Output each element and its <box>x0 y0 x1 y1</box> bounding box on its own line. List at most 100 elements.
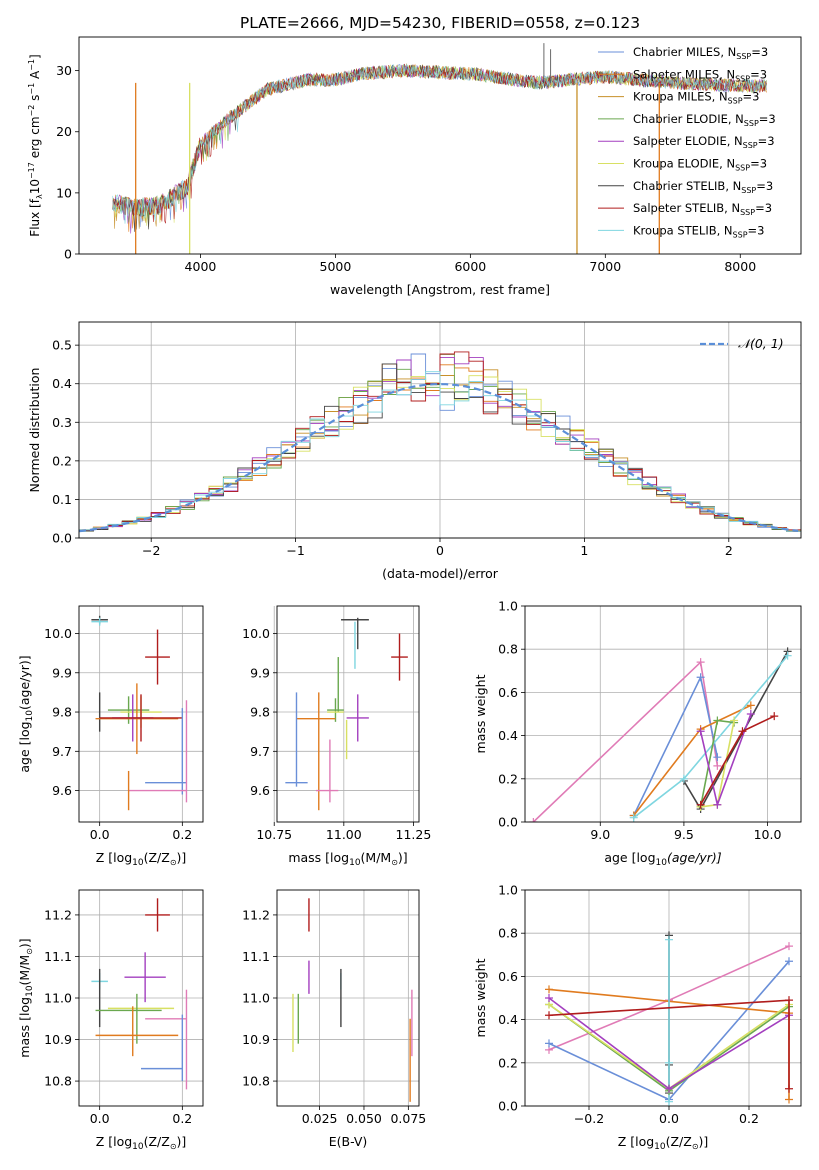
y-tick-label: 9.6 <box>250 783 270 798</box>
x-tick-label: 2 <box>725 543 733 558</box>
y-tick-label: 11.1 <box>44 949 72 964</box>
y-tick-label: 10.9 <box>242 1032 270 1047</box>
weight-marker <box>785 1095 793 1104</box>
x-axis-label: Z [log10(Z/Z⊙)] <box>618 1134 709 1152</box>
weight-marker <box>696 673 705 682</box>
x-tick-label: 0.075 <box>390 1111 426 1126</box>
weight-marker <box>545 1011 553 1020</box>
x-tick-label: 0.0 <box>659 1111 679 1126</box>
plot-area <box>79 351 801 538</box>
weight-marker <box>713 716 722 725</box>
x-tick-label: 10.75 <box>256 827 292 842</box>
y-tick-label: 10.8 <box>44 1074 72 1089</box>
x-tick-label: 4000 <box>185 259 217 274</box>
y-tick-label: 11.0 <box>242 991 270 1006</box>
panel-mass_vs_ebv: 0.025 0.050 0.075 10.8 10.9 11.0 11.1 11.2 E(B-V… <box>242 889 426 1149</box>
y-tick-label: 9.9 <box>250 665 270 680</box>
x-tick-label: 0.2 <box>172 827 192 842</box>
panel-spectrum: 4000 5000 6000 7000 8000 0 10 20 30 Chabrier MILE… <box>27 36 802 297</box>
normal-curve <box>79 382 799 533</box>
y-tick-label: 9.6 <box>52 783 72 798</box>
axes-frame <box>276 605 420 823</box>
y-tick-label: 11.2 <box>44 907 72 922</box>
weight-marker <box>785 996 793 1005</box>
weight-marker <box>785 942 793 951</box>
y-tick-label: 10.8 <box>242 1074 270 1089</box>
y-tick-label: 10.0 <box>44 626 72 641</box>
y-tick-label: 9.7 <box>250 744 270 759</box>
x-axis-label: Z [log10(Z/Z⊙)] <box>96 1134 187 1152</box>
x-axis-label: age [log10(age/yr)] <box>604 850 721 868</box>
panel-mass_vs_Z: 0.0 0.2 10.8 10.9 11.0 11.1 11.2 Z [log10(Z/Z⊙)… <box>17 889 204 1152</box>
x-axis-label: (data-model)/error <box>382 566 499 581</box>
y-tick-label: 9.9 <box>52 665 72 680</box>
weight-marker <box>529 818 538 822</box>
legend-entry: Salpeter MILES, NSSP=3 <box>633 67 767 83</box>
x-tick-label: 9.0 <box>590 827 610 842</box>
y-tick-label: 11.2 <box>242 907 270 922</box>
x-tick-label: 11.25 <box>396 827 432 842</box>
plot-area <box>529 647 792 822</box>
x-tick-label: 0.025 <box>302 1111 338 1126</box>
axes-frame <box>524 605 802 823</box>
panel-residuals: −2 −1 0 1 2 0.0 0.1 0.2 0.3 0.4 0.5 𝒩(0, 1) (data-mo… <box>27 321 802 581</box>
weight-marker <box>545 1039 553 1048</box>
x-axis-label: Z [log10(Z/Z⊙)] <box>96 850 187 868</box>
x-tick-label: −2 <box>142 543 160 558</box>
y-tick-label: 0.1 <box>52 492 72 507</box>
y-tick-label: 0.4 <box>498 728 518 743</box>
legend-entry: 𝒩(0, 1) <box>738 336 784 351</box>
y-axis-label: Normed distribution <box>27 368 42 493</box>
weight-marker <box>696 800 705 809</box>
x-axis-label: E(B-V) <box>329 1134 368 1149</box>
spectrum-line <box>112 63 767 224</box>
y-tick-label: 0.6 <box>498 969 518 984</box>
weight-marker <box>783 651 792 660</box>
axes-frame <box>78 36 802 255</box>
y-tick-label: 10.9 <box>44 1032 72 1047</box>
legend-entry: Salpeter STELIB, NSSP=3 <box>633 201 772 217</box>
x-axis-label: wavelength [Angstrom, rest frame] <box>330 282 550 297</box>
x-tick-label: 8000 <box>724 259 756 274</box>
legend-entry: Kroupa MILES, NSSP=3 <box>633 90 759 106</box>
weight-marker <box>713 800 722 809</box>
y-tick-label: 30 <box>56 63 72 78</box>
legend-entry: Chabrier ELODIE, NSSP=3 <box>633 112 776 128</box>
legend-entry: Kroupa ELODIE, NSSP=3 <box>633 157 767 173</box>
weight-line <box>633 655 789 819</box>
weight-marker <box>785 1084 793 1093</box>
y-tick-label: 9.7 <box>52 744 72 759</box>
weight-marker <box>785 957 793 966</box>
weight-marker <box>696 727 705 736</box>
plot-area <box>285 617 408 811</box>
weight-marker <box>746 710 755 718</box>
y-tick-label: 11.0 <box>44 991 72 1006</box>
weight-marker <box>665 1097 673 1106</box>
y-tick-label: 0.2 <box>52 453 72 468</box>
y-axis-label: age [log10(age/yr)] <box>17 655 35 772</box>
y-tick-label: 9.8 <box>250 705 270 720</box>
x-tick-label: −1 <box>286 543 304 558</box>
y-tick-label: 0.8 <box>498 642 518 657</box>
weight-marker <box>713 753 722 762</box>
weight-marker <box>713 761 722 770</box>
x-tick-label: 6000 <box>454 259 486 274</box>
weight-marker <box>665 935 673 944</box>
y-tick-label: 11.1 <box>242 949 270 964</box>
y-axis-label: Flux [fλ10−17 erg cm−2 s−1 A−1] <box>27 54 44 236</box>
axes-frame <box>524 889 802 1107</box>
y-tick-label: 0.0 <box>498 1099 518 1114</box>
legend-entry: Salpeter ELODIE, NSSP=3 <box>633 134 775 150</box>
y-axis-label: mass weight <box>473 674 488 753</box>
panel-weight_vs_Z: −0.2 0.0 0.2 0.0 0.2 0.4 0.6 0.8 1.0 Z [log10(Z/Z… <box>473 883 802 1152</box>
panel-age_vs_mass: 10.75 11.00 11.25 9.6 9.7 9.8 9.9 10.0 mass [log… <box>242 605 432 868</box>
y-tick-label: 1.0 <box>498 599 518 614</box>
weight-marker <box>738 727 747 736</box>
y-tick-label: 0.4 <box>52 376 72 391</box>
weight-marker <box>629 813 638 822</box>
weight-marker <box>665 1084 673 1093</box>
weight-marker <box>746 701 755 710</box>
y-tick-label: 0.6 <box>498 685 518 700</box>
y-tick-label: 0.0 <box>52 531 72 546</box>
plot-area <box>91 615 188 811</box>
